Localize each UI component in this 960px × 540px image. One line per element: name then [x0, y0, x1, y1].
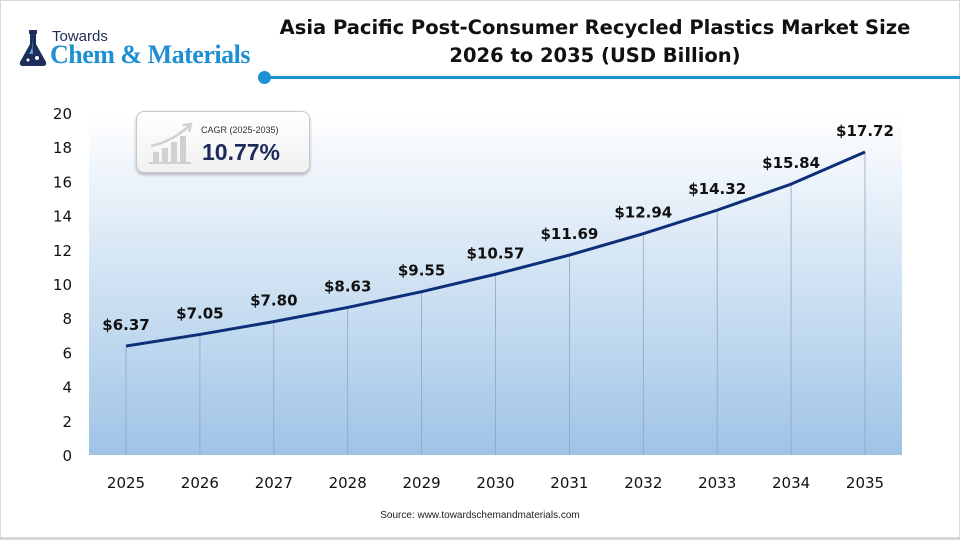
x-tick-label: 2026: [181, 474, 219, 492]
source-note: Source: www.towardschemandmaterials.com: [380, 510, 580, 521]
y-tick-label: 4: [62, 379, 72, 397]
logo-text-top: Towards: [52, 28, 108, 45]
y-tick-label: 0: [62, 447, 72, 465]
logo: Towards Chem & Materials: [17, 28, 257, 69]
data-label: $14.32: [688, 180, 746, 198]
x-tick-label: 2029: [403, 474, 441, 492]
series-line: [125, 150, 866, 348]
cagr-label: CAGR (2025-2035): [201, 125, 279, 135]
data-label: $10.57: [467, 244, 525, 262]
title-line-2: 2026 to 2035 (USD Billion): [449, 44, 741, 67]
y-tick-label: 18: [53, 139, 72, 157]
data-label: $9.55: [398, 262, 445, 280]
y-tick-label: 20: [53, 105, 72, 123]
x-tick-label: 2034: [772, 474, 810, 492]
data-label: $7.05: [176, 304, 223, 322]
y-tick-label: 10: [53, 276, 72, 294]
title-rule: [266, 76, 960, 79]
y-tick-label: 12: [53, 242, 72, 260]
chart-title: Asia Pacific Post-Consumer Recycled Plas…: [270, 14, 920, 70]
cagr-value: 10.77%: [202, 139, 281, 165]
x-tick-label: 2028: [329, 474, 367, 492]
data-label: $8.63: [324, 277, 371, 295]
data-label: $6.37: [102, 316, 149, 334]
y-tick-label: 2: [62, 413, 72, 431]
x-tick-label: 2032: [624, 474, 662, 492]
title-line-1: Asia Pacific Post-Consumer Recycled Plas…: [279, 16, 911, 39]
data-label: $7.80: [250, 292, 297, 310]
y-tick-label: 8: [62, 310, 72, 328]
x-tick-label: 2035: [846, 474, 884, 492]
y-tick-label: 6: [62, 344, 72, 362]
title-rule-dot: [258, 71, 271, 84]
x-tick-label: 2027: [255, 474, 293, 492]
data-label: $11.69: [540, 225, 598, 243]
data-label: $15.84: [762, 154, 820, 172]
growth-bar-chart-icon: [149, 122, 193, 164]
x-tick-label: 2025: [107, 474, 145, 492]
flask-icon: [19, 30, 47, 66]
cagr-box: CAGR (2025-2035) 10.77%: [136, 111, 310, 173]
logo-text-main: Chem & Materials: [50, 40, 250, 69]
x-tick-label: 2031: [550, 474, 588, 492]
data-label: $12.94: [614, 204, 672, 222]
y-tick-label: 16: [53, 173, 72, 191]
y-tick-label: 14: [53, 208, 72, 226]
x-tick-label: 2030: [476, 474, 514, 492]
data-label: $17.72: [836, 122, 894, 140]
x-tick-label: 2033: [698, 474, 736, 492]
